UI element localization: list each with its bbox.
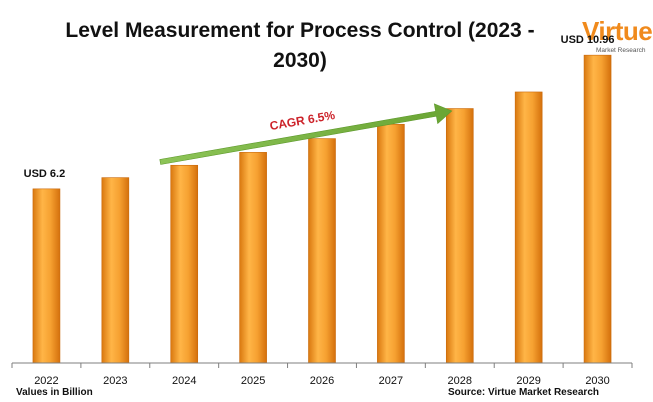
bar-2030: [583, 54, 612, 364]
logo-subtitle: Market Research: [596, 47, 646, 54]
cagr-annotation: CAGR 6.5%: [269, 108, 337, 133]
bar-2027: [377, 123, 405, 364]
virtue-logo: Virtue Market Research: [578, 14, 653, 56]
bar-2028: [445, 108, 474, 364]
bar-2023: [101, 177, 130, 364]
source-note: Source: Virtue Market Research: [448, 387, 599, 398]
x-tick-label: 2026: [310, 375, 334, 387]
data-label-first: USD 6.2: [24, 168, 66, 180]
x-tick-label: 2030: [585, 375, 609, 387]
bar-2029: [514, 91, 543, 364]
cagr-trend-arrow: [159, 103, 453, 165]
units-note: Values in Billion: [16, 387, 93, 398]
bar-2022: [32, 188, 61, 364]
chart-title: Level Measurement for Process Control (2…: [65, 19, 535, 72]
x-tick-label: 2023: [103, 375, 127, 387]
x-tick-label: 2029: [516, 375, 540, 387]
bar-2025: [239, 152, 267, 364]
x-tick-label: 2025: [241, 375, 265, 387]
logo-word: Virtue: [582, 16, 653, 46]
x-tick-label: 2028: [448, 375, 472, 387]
x-tick-label: 2027: [379, 375, 403, 387]
bar-2026: [308, 138, 336, 364]
data-label-last: USD 10.96: [561, 34, 615, 46]
bar-2024: [170, 164, 199, 364]
x-tick-label: 2022: [34, 375, 58, 387]
x-tick-label: 2024: [172, 375, 196, 387]
